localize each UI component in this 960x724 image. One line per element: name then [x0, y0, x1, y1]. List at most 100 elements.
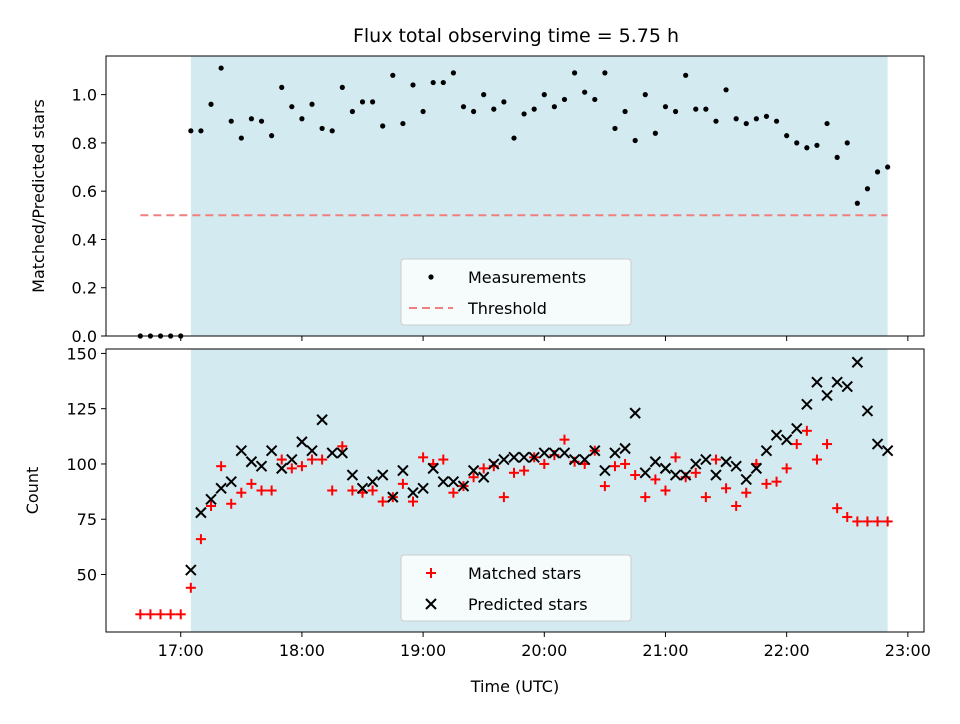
top-point-0-20	[339, 84, 345, 90]
bottom-point-0-66	[801, 425, 812, 436]
bottom-point-1-29	[477, 471, 490, 483]
bottom-point-1-9	[276, 462, 288, 475]
bottom-point-0-69	[832, 503, 843, 514]
bottom-point-1-67-b	[861, 405, 874, 417]
bottom-point-1-33-b	[518, 451, 530, 464]
bottom-point-1-49-b	[679, 469, 692, 481]
bottom-point-1-61-b	[801, 398, 813, 410]
top-point-0-69	[834, 154, 840, 160]
bottom-point-0-48	[620, 458, 631, 469]
bottom-point-0-71	[852, 516, 863, 527]
top-point-0-67	[814, 142, 820, 148]
bottom-point-0-42	[559, 434, 570, 445]
bottom-point-0-28	[418, 452, 429, 463]
top-point-0-56	[703, 106, 709, 112]
bottom-point-0-27	[408, 496, 419, 507]
bottom-point-1-57-b	[760, 444, 773, 457]
bottom-point-1-41	[599, 464, 611, 477]
bottom-point-1-5-b	[235, 444, 248, 457]
bottom-point-1-69	[881, 444, 894, 457]
top-point-0-70	[844, 140, 850, 146]
bottom-point-0-64	[781, 463, 792, 474]
bottom-point-1-24	[427, 462, 439, 475]
bottom-point-1-51-b	[700, 453, 712, 466]
bottom-point-1-55-b	[740, 473, 752, 486]
bottom-point-1-32-b	[508, 451, 520, 464]
bottom-point-1-33	[518, 451, 530, 464]
bottom-point-0-7	[206, 500, 217, 511]
top-point-0-36	[501, 99, 507, 105]
top-point-0-15	[289, 104, 295, 110]
top-point-0-14	[279, 84, 285, 90]
bottom-point-1-39	[578, 453, 591, 466]
top-point-0-73	[874, 169, 881, 175]
bottom-point-0-5	[185, 582, 196, 593]
bottom-legend-box	[400, 554, 632, 622]
bottom-xtick-label-3: 20:00	[521, 641, 567, 660]
top-point-0-50	[642, 92, 648, 98]
bottom-point-1-32	[508, 451, 520, 464]
bottom-ylabel: Count	[23, 467, 42, 515]
bottom-point-0-60	[741, 487, 752, 498]
bottom-point-1-36-b	[548, 447, 561, 459]
bottom-point-0-23	[367, 485, 378, 496]
top-point-0-10	[238, 135, 244, 141]
bottom-ytick-label-2: 100	[66, 455, 97, 474]
bottom-point-1-38	[568, 453, 581, 466]
top-point-0-21	[349, 108, 356, 115]
bottom-point-1-59-b	[780, 433, 793, 446]
bottom-point-1-3	[215, 482, 227, 494]
bottom-point-1-19-b	[376, 469, 389, 481]
bottom-point-0-62	[761, 478, 772, 489]
bottom-point-0-11	[246, 478, 257, 489]
bottom-point-1-34-b	[528, 451, 540, 464]
bottom-point-1-20-b	[387, 491, 399, 503]
bottom-point-0-55	[690, 467, 701, 478]
bottom-point-1-29-b	[477, 471, 490, 483]
top-point-0-39	[531, 106, 537, 112]
bottom-point-1-11	[296, 436, 308, 448]
bottom-point-1-21-b	[397, 464, 409, 477]
bottom-point-1-18-b	[366, 475, 379, 488]
bottom-point-1-0-b	[185, 564, 197, 576]
bottom-point-1-23-b	[417, 482, 429, 494]
bottom-point-1-56	[750, 462, 763, 475]
bottom-point-0-56	[700, 492, 711, 503]
top-point-0-18	[319, 125, 325, 132]
bottom-point-1-17-b	[356, 482, 369, 494]
bottom-point-0-63	[771, 476, 782, 487]
bottom-point-1-51	[700, 453, 712, 466]
bottom-point-0-2	[155, 609, 166, 620]
bottom-point-0-51	[650, 474, 661, 485]
bottom-point-1-7-b	[255, 460, 268, 472]
top-point-0-58	[723, 87, 729, 93]
bottom-point-0-16	[296, 461, 307, 472]
bottom-point-1-23	[417, 482, 429, 494]
bottom-xtick-label-0: 17:00	[158, 641, 204, 660]
bottom-point-1-0	[185, 564, 197, 576]
bottom-series-predicted-stars	[185, 356, 894, 576]
bottom-point-1-38-b	[568, 453, 581, 466]
top-point-0-46	[602, 70, 608, 76]
bottom-point-0-50	[640, 492, 651, 503]
bottom-point-1-12	[306, 444, 318, 457]
bottom-point-1-25-b	[437, 475, 450, 488]
top-point-0-12	[258, 118, 265, 124]
top-point-0-26	[400, 120, 406, 127]
top-point-0-29	[430, 79, 436, 86]
bottom-xtick-label-2: 19:00	[400, 641, 446, 660]
bottom-point-1-63	[821, 389, 833, 402]
bottom-point-0-46	[599, 481, 610, 492]
bottom-point-1-47	[659, 462, 672, 475]
bottom-point-0-20	[337, 441, 348, 452]
bottom-xlabel: Time (UTC)	[470, 677, 559, 696]
bottom-point-1-41-b	[599, 464, 611, 477]
top-panel: 0.0 0.2 0.4 0.6 0.8 1.0 Matched/Predicted star…	[29, 55, 925, 346]
top-point-0-24	[380, 123, 386, 129]
top-point-0-52	[662, 104, 669, 110]
bottom-point-1-1-b	[195, 506, 207, 519]
bottom-point-1-46	[649, 456, 662, 468]
bottom-point-1-35	[538, 447, 550, 459]
bottom-point-1-35-b	[538, 447, 550, 459]
